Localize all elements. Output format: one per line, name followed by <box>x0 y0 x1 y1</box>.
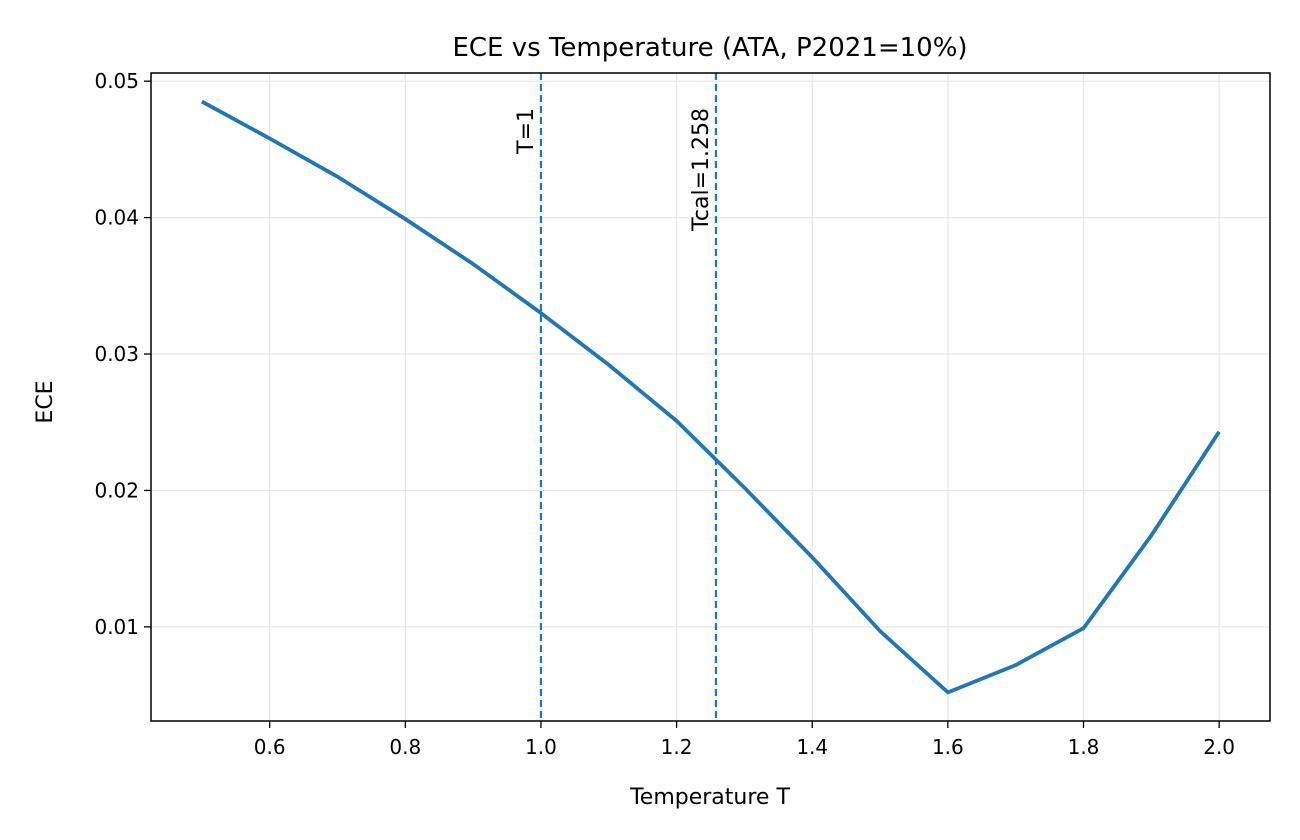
x-tick-label: 0.8 <box>389 735 421 759</box>
reference-line-label: Tcal=1.258 <box>689 108 714 232</box>
plot-area-frame <box>150 72 1271 722</box>
x-axis-label: Temperature T <box>629 785 790 810</box>
x-tick-label: 0.6 <box>254 735 286 759</box>
series-group <box>200 99 1221 695</box>
y-tick-label: 0.01 <box>94 615 139 639</box>
x-tick-label: 1.2 <box>661 735 693 759</box>
reference-lines: T=1 Tcal=1.258 <box>514 73 718 721</box>
ece-line <box>200 99 1221 695</box>
y-tick-label: 0.02 <box>94 478 139 502</box>
y-tick-label: 0.03 <box>94 342 139 366</box>
y-tick-label: 0.05 <box>94 69 139 93</box>
grid <box>151 73 1270 721</box>
reference-line-label: T=1 <box>514 108 539 155</box>
x-tick-label: 1.6 <box>932 735 964 759</box>
x-axis-ticks: 0.6 0.8 1.0 1.2 1.4 1.6 1.8 2.0 <box>254 721 1235 759</box>
x-tick-label: 2.0 <box>1203 735 1235 759</box>
y-axis-ticks: 0.01 0.02 0.03 0.04 0.05 <box>94 69 151 639</box>
x-tick-label: 1.8 <box>1068 735 1100 759</box>
x-tick-label: 1.0 <box>525 735 557 759</box>
y-tick-label: 0.04 <box>94 206 139 230</box>
chart-title: ECE vs Temperature (ATA, P2021=10%) <box>452 33 967 63</box>
x-tick-label: 1.4 <box>796 735 828 759</box>
y-axis-label: ECE <box>33 380 58 423</box>
